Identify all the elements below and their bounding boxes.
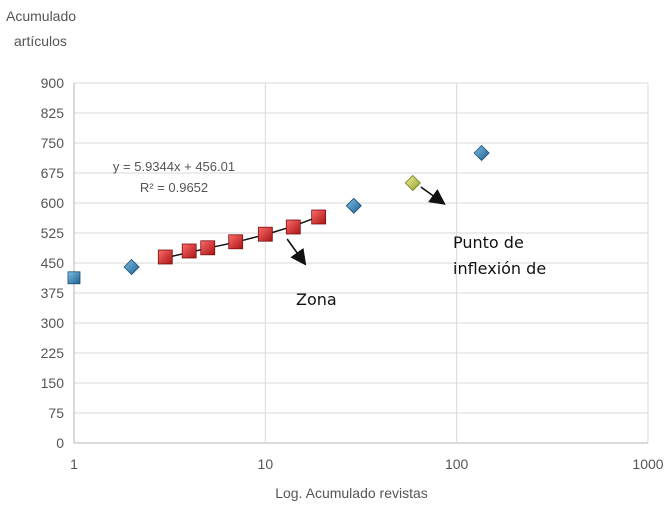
y-tick-label: 300 (41, 315, 65, 331)
x-axis-label: Log. Acumulado revistas (275, 485, 428, 501)
data-point-square (257, 226, 273, 242)
data-point-square (311, 209, 327, 225)
y-tick-label: 750 (41, 135, 65, 151)
y-tick-label: 75 (48, 405, 64, 421)
data-point-diamond (404, 174, 421, 192)
annotation-arrow (420, 186, 446, 205)
data-point-diamond (473, 144, 490, 162)
data-point-square (200, 240, 216, 256)
y-tick-label: 600 (41, 195, 65, 211)
x-tick-label: 10 (258, 456, 274, 472)
data-point-diamond (123, 258, 140, 276)
y-tick-label: 225 (41, 345, 65, 361)
x-tick-label: 1 (70, 456, 78, 472)
y-tick-label: 525 (41, 225, 65, 241)
y-axis-label-line-1: Acumulado (6, 8, 77, 24)
x-tick-label: 100 (445, 456, 469, 472)
y-tick-label: 825 (41, 105, 65, 121)
y-tick-label: 450 (41, 255, 65, 271)
trendline-r-squared: R² = 0.9652 (139, 180, 209, 195)
y-tick-label: 900 (41, 75, 65, 91)
annotation-inflexion: Punto de inflexión de (453, 233, 547, 278)
data-point-square (228, 234, 244, 250)
data-point-diamond (345, 197, 362, 214)
y-tick-label: 150 (41, 375, 65, 391)
data-point-square (181, 243, 197, 259)
data-point-square (285, 219, 301, 235)
y-tick-label: 675 (41, 165, 65, 181)
y-axis-label-line-2: artículos (14, 33, 67, 49)
trendline-equation: y = 5.9344x + 456.01 (112, 159, 236, 174)
annotation-zona: Zona (296, 290, 337, 309)
data-point-diamond (67, 271, 81, 285)
y-tick-label: 375 (41, 285, 65, 301)
y-tick-label: 0 (56, 435, 64, 451)
x-tick-label: 1000 (632, 456, 663, 472)
data-point-square (157, 249, 173, 265)
annotation-arrow (286, 238, 307, 266)
